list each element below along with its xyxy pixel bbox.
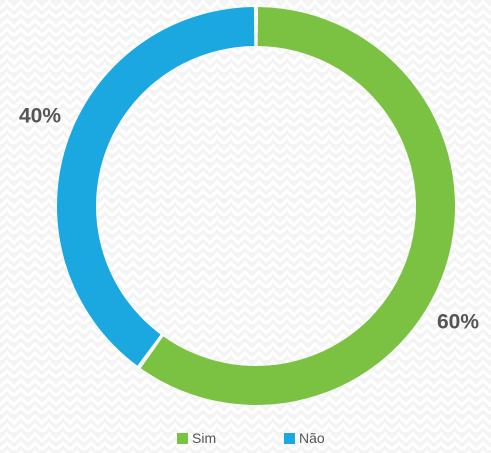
legend-label-nao: Não: [299, 430, 325, 446]
legend-swatch-nao: [284, 432, 295, 444]
donut-slice-sim: [140, 7, 456, 405]
legend-label-sim: Sim: [192, 430, 217, 446]
data-label-0: 60%: [437, 311, 479, 334]
donut-labels: 60% 40%: [19, 105, 479, 334]
legend-swatch-sim: [177, 432, 188, 444]
legend-item-nao: Não: [284, 430, 325, 446]
donut-slice-nao: [57, 7, 255, 366]
donut-slices: [57, 7, 456, 405]
legend-item-sim: Sim: [177, 430, 216, 446]
data-label-1: 40%: [19, 105, 61, 128]
legend: Sim Não: [0, 426, 491, 450]
